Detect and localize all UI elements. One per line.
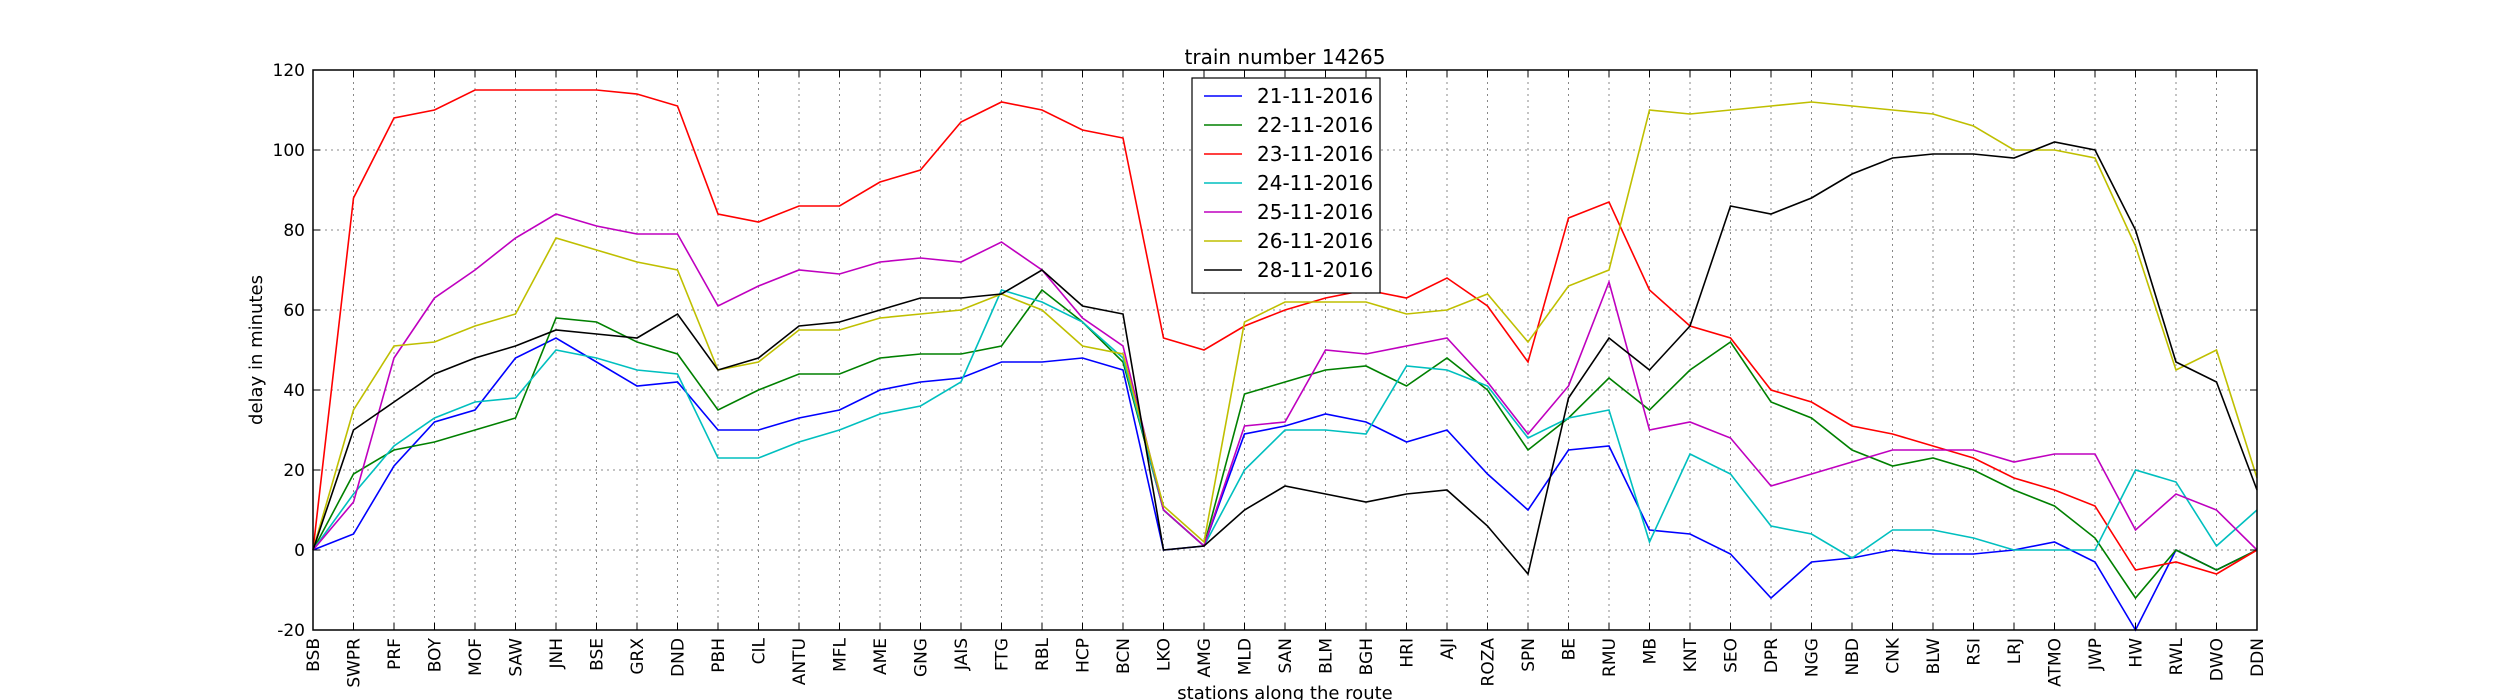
y-tick-label: 40 <box>283 381 305 401</box>
x-tick-label: PRF <box>385 638 405 670</box>
legend: 21-11-2016 22-11-2016 23-11-2016 24-11-2016… <box>1191 77 1381 294</box>
x-tick-label: JAIS <box>952 638 972 671</box>
series-line-25-11-2016 <box>312 213 2258 551</box>
legend-entry: 21-11-2016 <box>1257 84 1373 108</box>
x-tick-label: ROZA <box>1479 638 1499 687</box>
legend-entry: 25-11-2016 <box>1257 200 1373 224</box>
x-tick-label: AJI <box>1438 638 1458 660</box>
legend-entry: 24-11-2016 <box>1257 171 1373 195</box>
y-tick-label: 0 <box>294 541 305 561</box>
x-tick-label: DPR <box>1762 638 1782 673</box>
series-line-24-11-2016 <box>312 289 2258 559</box>
y-tick-label: 20 <box>283 461 305 481</box>
x-tick-label: BGH <box>1357 638 1377 675</box>
y-tick-label: 80 <box>283 221 305 241</box>
x-tick-label: AME <box>871 638 891 675</box>
x-tick-label: SEO <box>1722 638 1742 673</box>
x-tick-label: KNT <box>1681 637 1701 672</box>
x-tick-label: MB <box>1641 638 1661 664</box>
series-lines <box>312 89 2258 632</box>
x-tick-label: RMU <box>1600 638 1620 677</box>
x-tick-label: BSB <box>304 638 324 672</box>
x-axis-label: stations along the route <box>1177 683 1392 700</box>
x-tick-label: PBH <box>709 638 729 673</box>
x-tick-label: ANTU <box>790 638 810 685</box>
x-axis-ticks: BSB SWPR PRF BOY MOF SAW JNH BSE GRX DND PBH CIL ANT… <box>304 70 2268 688</box>
x-tick-label: MOF <box>466 638 486 676</box>
y-tick-label: 60 <box>283 301 305 321</box>
x-tick-label: SAW <box>507 638 527 677</box>
y-axis-label: delay in minutes <box>246 275 267 425</box>
x-tick-label: SAN <box>1276 638 1296 673</box>
x-tick-label: BLM <box>1317 638 1337 674</box>
x-tick-label: JWP <box>2086 638 2106 671</box>
x-tick-label: DDN <box>2248 638 2268 677</box>
y-tick-label: 100 <box>273 141 305 161</box>
x-tick-label: NBD <box>1843 638 1863 675</box>
x-tick-label: HRI <box>1398 638 1418 668</box>
series-line-21-11-2016 <box>312 337 2258 632</box>
x-tick-label: DND <box>669 638 689 677</box>
series-line-23-11-2016 <box>312 89 2258 575</box>
x-tick-label: DWO <box>2208 638 2228 681</box>
x-tick-label: BE <box>1560 638 1580 660</box>
legend-box <box>1191 77 1381 294</box>
y-tick-label: 120 <box>273 61 305 81</box>
x-tick-label: JNH <box>547 638 567 670</box>
x-tick-label: CNK <box>1884 637 1904 674</box>
series-line-28-11-2016 <box>312 141 2258 576</box>
x-tick-label: BSE <box>588 638 608 671</box>
x-tick-label: SPN <box>1519 638 1539 672</box>
legend-entry: 22-11-2016 <box>1257 113 1373 137</box>
x-tick-label: RWL <box>2167 637 2187 675</box>
x-tick-label: MFL <box>831 637 851 671</box>
series-line-22-11-2016 <box>312 288 2258 600</box>
x-tick-label: LRJ <box>2005 638 2025 664</box>
x-tick-label: NGG <box>1803 638 1823 677</box>
series-line-26-11-2016 <box>312 101 2258 551</box>
x-tick-label: ATMO <box>2046 638 2066 687</box>
x-tick-label: BOY <box>426 637 446 672</box>
x-tick-label: MLD <box>1236 638 1256 675</box>
legend-entry: 26-11-2016 <box>1257 229 1373 253</box>
x-tick-label: CIL <box>750 637 770 664</box>
x-tick-label: GRX <box>628 638 648 675</box>
y-axis-ticks: -20 0 20 40 60 80 100 120 <box>273 61 2257 641</box>
x-tick-label: HCP <box>1074 638 1094 673</box>
x-tick-label: BLW <box>1924 638 1944 675</box>
legend-entry: 28-11-2016 <box>1257 258 1373 282</box>
x-tick-label: BCN <box>1114 638 1134 674</box>
chart-title: train number 14265 <box>1185 45 1386 69</box>
x-tick-label: RSI <box>1965 638 1985 666</box>
x-tick-label: GNG <box>912 638 932 677</box>
x-tick-label: FTG <box>993 638 1013 671</box>
y-tick-label: -20 <box>277 621 305 641</box>
x-tick-label: HW <box>2127 638 2147 668</box>
legend-entry: 23-11-2016 <box>1257 142 1373 166</box>
x-tick-label: RBL <box>1033 637 1053 670</box>
x-tick-label: LKO <box>1155 638 1175 671</box>
x-tick-label: AMG <box>1195 638 1215 677</box>
x-tick-label: SWPR <box>345 638 365 688</box>
